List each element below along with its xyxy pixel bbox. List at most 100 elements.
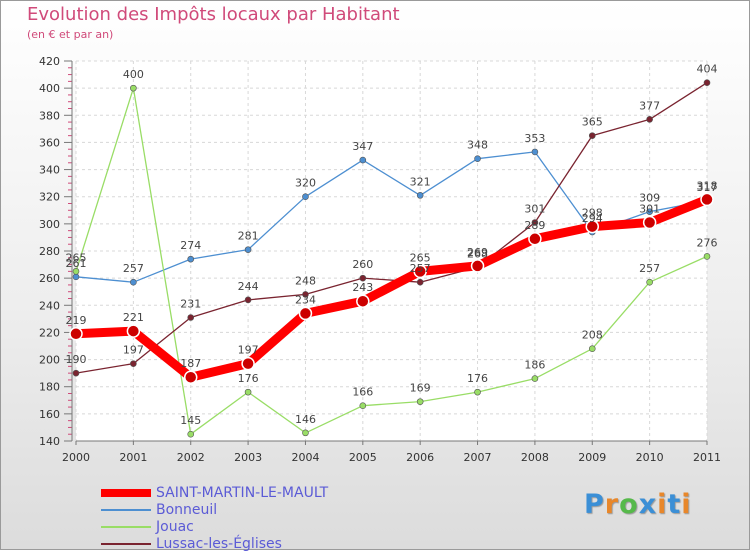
data-label: 317 — [697, 181, 718, 194]
data-label: 208 — [582, 329, 603, 342]
legend-label: Jouac — [156, 519, 194, 535]
data-point — [69, 327, 83, 341]
y-tick-label: 160 — [39, 408, 60, 421]
logo-letter: x — [638, 489, 658, 520]
data-point — [72, 268, 80, 275]
logo-letter: i — [657, 489, 668, 520]
series-line-0 — [71, 194, 712, 382]
data-point — [130, 278, 137, 286]
data-point — [302, 291, 309, 298]
y-tick-label: 400 — [39, 82, 60, 95]
data-point — [528, 232, 542, 246]
data-point — [359, 156, 367, 164]
data-point — [302, 193, 309, 201]
x-tick-label: 2006 — [406, 451, 434, 464]
data-label: 404 — [697, 63, 718, 76]
logo-letter: P — [584, 489, 605, 520]
data-point — [474, 155, 481, 163]
data-point — [244, 388, 252, 396]
data-point — [359, 274, 367, 282]
data-point — [416, 398, 424, 405]
logo-letter: o — [619, 489, 639, 520]
series-line-2 — [75, 87, 708, 435]
y-tick-label: 320 — [39, 191, 60, 204]
data-label: 257 — [410, 262, 431, 275]
data-label: 353 — [524, 132, 545, 145]
data-label: 301 — [639, 203, 660, 216]
x-tick-label: 2009 — [578, 451, 606, 464]
x-tick-label: 2010 — [636, 451, 664, 464]
data-point — [356, 294, 370, 308]
data-label: 320 — [295, 177, 316, 190]
x-tick-label: 2008 — [521, 451, 549, 464]
data-label: 269 — [467, 246, 488, 259]
data-label: 321 — [410, 175, 431, 188]
data-label: 347 — [352, 140, 373, 153]
y-tick-label: 420 — [39, 55, 60, 68]
data-point — [130, 84, 137, 92]
data-point — [298, 306, 313, 321]
data-point — [72, 369, 80, 377]
data-label: 400 — [123, 68, 144, 81]
data-label: 244 — [238, 280, 259, 293]
data-point — [531, 148, 539, 156]
data-point — [531, 219, 539, 226]
proxiti-logo: Proxiti — [584, 489, 692, 520]
data-label: 187 — [180, 357, 201, 370]
data-point — [187, 314, 195, 321]
legend-label: Bonneuil — [156, 502, 218, 518]
data-label: 145 — [180, 414, 201, 427]
data-point — [183, 370, 198, 384]
x-tick-label: 2005 — [349, 451, 377, 464]
data-label: 377 — [639, 99, 660, 112]
legend-label: SAINT-MARTIN-LE-MAULT — [156, 485, 329, 501]
legend-swatch — [101, 526, 151, 528]
data-label: 276 — [697, 236, 718, 249]
data-point — [642, 215, 657, 230]
data-point — [531, 375, 539, 382]
data-label: 190 — [66, 353, 87, 366]
line-chart: 140 160 180 200 220 240 260 280 300 320 340 360 380 4… — [39, 55, 721, 464]
data-label: 146 — [295, 413, 316, 426]
data-label: 169 — [410, 382, 431, 395]
chart-subtitle: (en € et par an) — [27, 28, 114, 41]
data-point — [416, 278, 424, 286]
legend-label: Lussac-les-Églises — [156, 536, 282, 552]
data-point — [700, 192, 714, 207]
data-point — [416, 192, 424, 199]
y-tick-label: 140 — [39, 435, 60, 448]
data-label: 348 — [467, 139, 488, 152]
data-point — [302, 429, 309, 437]
data-label: 197 — [238, 344, 259, 357]
data-label: 234 — [295, 293, 316, 306]
x-tick-label: 2007 — [464, 451, 492, 464]
data-point — [72, 273, 80, 281]
legend-item: Bonneuil — [101, 502, 401, 519]
legend-item: SAINT-MARTIN-LE-MAULT — [101, 485, 401, 502]
chart-title: Evolution des Impôts locaux par Habitant — [27, 4, 400, 25]
x-tick-label: 2000 — [62, 451, 90, 464]
y-tick-label: 260 — [39, 272, 60, 285]
y-tick-label: 380 — [39, 109, 60, 122]
data-point — [588, 132, 596, 139]
y-tick-label: 300 — [39, 218, 60, 231]
data-label: 176 — [467, 372, 488, 385]
data-point — [585, 219, 600, 234]
data-label: 309 — [639, 192, 660, 205]
data-label: 274 — [180, 239, 201, 252]
data-point — [244, 296, 252, 304]
data-point — [359, 402, 367, 410]
legend-swatch — [101, 509, 151, 511]
data-point — [588, 345, 596, 353]
data-point — [470, 259, 485, 273]
x-tick-label: 2003 — [234, 451, 262, 464]
data-point — [130, 360, 137, 367]
data-label: 265 — [66, 251, 87, 264]
data-label: 219 — [66, 314, 87, 327]
data-label: 301 — [524, 203, 545, 216]
y-tick-label: 200 — [39, 354, 60, 367]
legend-swatch — [101, 543, 151, 545]
data-point — [126, 324, 141, 338]
legend-swatch — [101, 489, 151, 497]
